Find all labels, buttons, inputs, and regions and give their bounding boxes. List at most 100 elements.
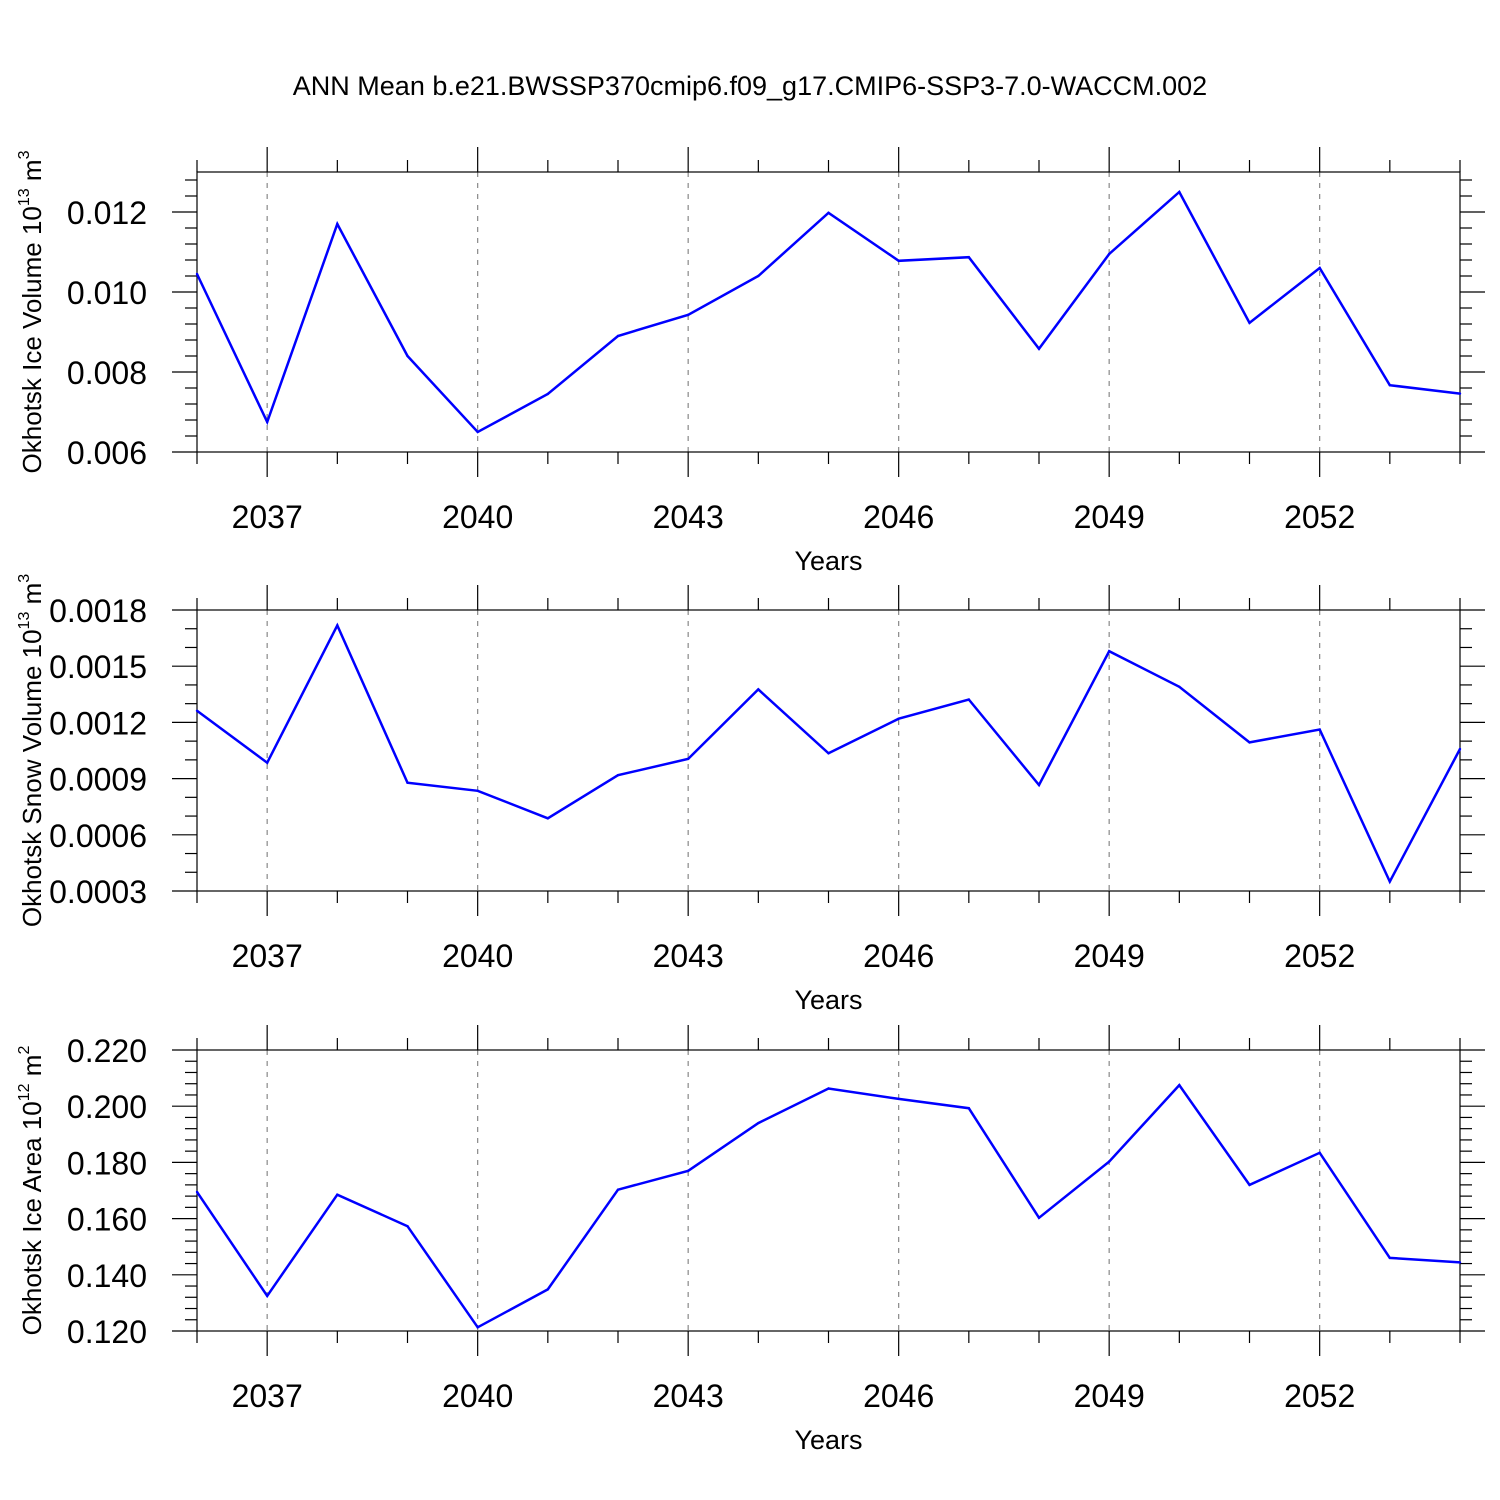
x-tick-label: 2040 bbox=[442, 938, 513, 974]
y-axis-label-text: Okhotsk Snow Volume 10 bbox=[17, 629, 47, 927]
data-point bbox=[476, 1326, 479, 1329]
panel-3: 0.120 0.140 0.160 0.180 0.200 0.220 2037 2040 20… bbox=[16, 1025, 1485, 1455]
data-point bbox=[1318, 728, 1321, 731]
x-tick-label: 2043 bbox=[653, 499, 724, 535]
data-point bbox=[686, 757, 690, 761]
plot-frame bbox=[196, 609, 1461, 892]
data-point bbox=[476, 430, 479, 434]
x-axis-label: Years bbox=[794, 546, 862, 576]
data-point bbox=[967, 698, 971, 701]
x-tick-label: 2052 bbox=[1284, 938, 1355, 974]
x-tick-label: 2049 bbox=[1074, 938, 1145, 974]
y-axis-label-unit-exponent: 3 bbox=[16, 574, 33, 583]
y-tick-label: 0.0015 bbox=[49, 649, 147, 685]
y-axis-label-exponent: 12 bbox=[16, 1083, 33, 1101]
data-point bbox=[897, 259, 900, 262]
x-tick-label: 2046 bbox=[863, 938, 934, 974]
x-tick-label: 2040 bbox=[442, 499, 513, 535]
data-point bbox=[1318, 266, 1321, 270]
data-point bbox=[546, 392, 550, 396]
data-point bbox=[1248, 741, 1251, 744]
data-point bbox=[1388, 880, 1392, 883]
x-tick-label: 2049 bbox=[1074, 499, 1145, 535]
data-point bbox=[476, 789, 479, 792]
y-axis-label-exponent: 13 bbox=[16, 612, 33, 630]
data-point bbox=[265, 420, 269, 424]
data-point bbox=[1458, 392, 1462, 395]
data-point bbox=[1318, 1151, 1321, 1155]
panel-1: 0.006 0.008 0.010 0.012 2037 2040 2043 2046 2049… bbox=[16, 147, 1485, 576]
data-point bbox=[1107, 1160, 1111, 1163]
data-point bbox=[616, 1188, 620, 1191]
data-point bbox=[546, 817, 550, 820]
y-tick-label: 0.0003 bbox=[49, 874, 147, 910]
data-point bbox=[195, 272, 199, 276]
data-point bbox=[195, 1190, 199, 1194]
data-point bbox=[1458, 747, 1462, 751]
data-point bbox=[967, 1106, 971, 1110]
x-tick-label: 2043 bbox=[653, 1378, 724, 1414]
data-point bbox=[967, 256, 971, 259]
y-axis-label: Okhotsk Ice Volume 1013 m3 bbox=[16, 150, 47, 473]
x-tick-label: 2040 bbox=[442, 1378, 513, 1414]
data-point bbox=[1388, 384, 1392, 387]
x-tick-label: 2049 bbox=[1074, 1378, 1145, 1414]
y-tick-label: 0.0012 bbox=[49, 705, 147, 741]
y-axis-label: Okhotsk Ice Area 1012 m2 bbox=[16, 1046, 47, 1336]
data-point bbox=[336, 624, 339, 627]
y-tick-label: 0.120 bbox=[67, 1314, 147, 1350]
data-point bbox=[897, 717, 900, 720]
data-point bbox=[1178, 685, 1181, 689]
data-point bbox=[1037, 783, 1041, 787]
x-tick-label: 2046 bbox=[863, 1378, 934, 1414]
data-point bbox=[827, 211, 830, 214]
data-point bbox=[406, 354, 409, 358]
y-axis-label-unit: m bbox=[17, 159, 47, 188]
y-tick-label: 0.140 bbox=[67, 1258, 147, 1294]
series-line bbox=[195, 190, 1461, 434]
figure-title: ANN Mean b.e21.BWSSP370cmip6.f09_g17.CMI… bbox=[293, 71, 1207, 101]
data-point bbox=[195, 709, 199, 712]
data-point bbox=[616, 334, 620, 338]
data-point bbox=[1037, 1216, 1041, 1219]
data-point bbox=[897, 1097, 900, 1101]
x-axis-label: Years bbox=[794, 985, 862, 1015]
y-axis-label-unit-exponent: 3 bbox=[16, 150, 33, 159]
data-point bbox=[686, 313, 690, 316]
series-line bbox=[195, 1083, 1461, 1329]
y-tick-label: 0.220 bbox=[67, 1033, 147, 1069]
y-tick-label: 0.006 bbox=[67, 435, 147, 471]
plot-frame bbox=[196, 1049, 1461, 1332]
y-tick-label: 0.008 bbox=[67, 355, 147, 391]
data-point bbox=[1107, 650, 1111, 653]
data-point bbox=[1037, 347, 1041, 350]
data-point bbox=[1107, 252, 1111, 256]
data-point bbox=[1458, 1261, 1462, 1264]
y-axis-label-unit: m bbox=[17, 583, 47, 612]
y-tick-label: 0.010 bbox=[67, 275, 147, 311]
data-point bbox=[265, 1294, 269, 1298]
panels: 0.006 0.008 0.010 0.012 2037 2040 2043 2046 2049… bbox=[16, 147, 1485, 1455]
data-point bbox=[616, 774, 620, 777]
data-point bbox=[686, 1169, 690, 1173]
data-point bbox=[757, 274, 760, 278]
y-axis-label-unit-exponent: 2 bbox=[16, 1046, 33, 1055]
data-point bbox=[1248, 321, 1251, 324]
data-point bbox=[1178, 190, 1181, 194]
data-point bbox=[1248, 1183, 1251, 1187]
x-tick-label: 2052 bbox=[1284, 1378, 1355, 1414]
x-tick-label: 2046 bbox=[863, 499, 934, 535]
y-axis-label-exponent: 13 bbox=[16, 188, 33, 206]
panel-2: 0.0003 0.0006 0.0009 0.0012 0.0015 0.0018 2037… bbox=[16, 574, 1485, 1015]
x-tick-label: 2037 bbox=[232, 938, 303, 974]
y-axis-label-unit: m bbox=[17, 1055, 47, 1084]
y-tick-label: 0.0006 bbox=[49, 818, 147, 854]
data-point bbox=[1178, 1083, 1181, 1087]
data-point bbox=[827, 752, 830, 755]
data-point bbox=[1388, 1256, 1392, 1260]
y-tick-label: 0.200 bbox=[67, 1089, 147, 1125]
x-tick-label: 2037 bbox=[232, 1378, 303, 1414]
y-tick-label: 0.160 bbox=[67, 1202, 147, 1238]
x-tick-label: 2052 bbox=[1284, 499, 1355, 535]
